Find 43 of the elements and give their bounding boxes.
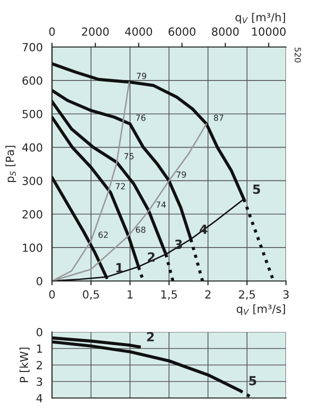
y-tick-label: 0 xyxy=(36,276,42,286)
x-tick-label: 3 xyxy=(283,290,289,299)
x2-tick-label: 4000 xyxy=(125,27,152,36)
series-label: 2 xyxy=(147,332,154,342)
annotation: 72 xyxy=(116,183,125,190)
x2-axis-title: q$_{V}$ [m³/h] xyxy=(236,12,285,24)
x-tick-label: 0 xyxy=(49,290,55,299)
y-tick-label: 700 xyxy=(22,42,42,52)
annotation: 76 xyxy=(136,114,146,121)
x-tick-label: 0,5 xyxy=(82,290,99,300)
x2-tick-label: 8000 xyxy=(212,27,239,36)
y-tick-label: 3 xyxy=(36,377,42,386)
x2-tick-label: 2000 xyxy=(82,27,109,36)
annotation: 62 xyxy=(98,232,108,238)
y-tick-label: 600 xyxy=(22,76,42,85)
y-tick-label: 2 xyxy=(36,360,42,370)
x-tick-label: 1,5 xyxy=(161,290,177,300)
y-tick-label: 4 xyxy=(36,394,42,402)
x2-tick-label: 6000 xyxy=(168,27,196,36)
annotation: 79 xyxy=(176,171,186,178)
y-tick-label: 1 xyxy=(37,344,42,353)
series-label: 2 xyxy=(148,252,155,262)
y-tick-label: 400 xyxy=(22,143,42,152)
y-tick-label: 200 xyxy=(22,210,42,219)
y-tick-label: 100 xyxy=(22,244,42,252)
x-axis-title: q$_{V}$ [m³/s] xyxy=(236,304,285,316)
series-label: 5 xyxy=(253,184,260,194)
x-tick-label: 2,5 xyxy=(238,290,255,300)
y-tick-label: 500 xyxy=(22,110,42,118)
series-label: 1 xyxy=(116,263,123,272)
x-tick-label: 2 xyxy=(205,290,210,298)
x2-tick-label: 0 xyxy=(49,27,55,36)
x-tick-label: 1 xyxy=(128,290,133,298)
y-tick-label: 0 xyxy=(36,328,42,336)
y-axis-title: p$_{S}$ [Pa] xyxy=(5,146,16,182)
y-tick-label: 300 xyxy=(22,176,42,186)
x2-tick-label: 10000 xyxy=(252,27,286,36)
annotation: 79 xyxy=(136,72,146,80)
text: 520 xyxy=(294,48,301,62)
y-axis-title: P [kW] xyxy=(20,348,30,382)
annotation: 87 xyxy=(214,114,224,121)
annotation: 74 xyxy=(156,202,166,208)
annotation: 68 xyxy=(136,226,146,233)
